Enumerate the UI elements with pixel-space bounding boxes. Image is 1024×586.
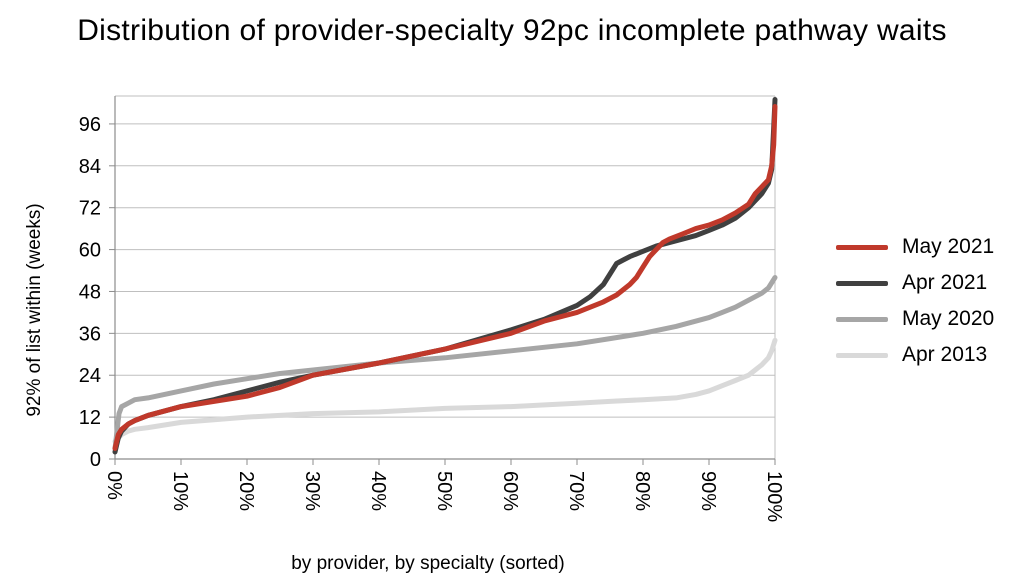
legend-label: May 2020 — [902, 307, 995, 330]
y-tick-label: 96 — [79, 114, 101, 136]
chart-title: Distribution of provider-specialty 92pc … — [77, 14, 947, 47]
x-tick-label: 40% — [367, 471, 389, 511]
x-tick-label: 60% — [499, 471, 521, 511]
gridlines — [115, 95, 776, 459]
x-tick-label: 50% — [433, 471, 455, 511]
x-tick-label: 10% — [169, 471, 191, 511]
x-tick-label: 20% — [235, 471, 257, 511]
legend-item-may-2020: May 2020 — [836, 304, 994, 334]
x-tick-label: 70% — [565, 471, 587, 511]
x-tick-label: 30% — [301, 471, 323, 511]
legend: May 2021 Apr 2021 May 2020 Apr 2013 — [836, 232, 994, 376]
y-tick-label: 60 — [79, 240, 101, 262]
y-tick-label: 84 — [79, 156, 101, 178]
x-tick-label: 0% — [103, 471, 125, 500]
x-tick-label: 90% — [697, 471, 719, 511]
series-line-may-2020 — [112, 275, 778, 451]
legend-label: Apr 2021 — [902, 271, 988, 294]
y-axis-label: 92% of list within (weeks) — [24, 203, 45, 416]
x-tick-label: 80% — [631, 471, 653, 511]
x-tick-label: 100% — [763, 471, 785, 522]
legend-label: Apr 2013 — [902, 343, 988, 366]
series-line-may-2021 — [112, 104, 778, 451]
legend-item-apr-2013: Apr 2013 — [836, 340, 994, 370]
legend-swatch — [836, 352, 888, 358]
y-tick-label: 0 — [90, 449, 101, 471]
x-tick-labels: 0% 10% 20% 30% 40% 50% 60% 70% 80% 90% 100% — [103, 471, 785, 522]
legend-swatch — [836, 280, 888, 286]
legend-swatch — [836, 244, 888, 250]
series-lines — [112, 97, 778, 455]
y-tick-label: 36 — [79, 323, 101, 345]
legend-label: May 2021 — [902, 235, 995, 258]
axes — [109, 96, 776, 465]
legend-item-may-2021: May 2021 — [836, 232, 994, 262]
x-axis-label: by provider, by specialty (sorted) — [291, 553, 565, 574]
y-tick-labels: 0 12 24 36 48 60 72 84 96 — [79, 114, 101, 471]
legend-swatch — [836, 316, 888, 322]
legend-item-apr-2021: Apr 2021 — [836, 268, 994, 298]
y-tick-label: 24 — [79, 365, 101, 387]
y-tick-label: 12 — [79, 407, 101, 429]
series-line-apr-2013 — [112, 337, 778, 444]
y-tick-label: 48 — [79, 281, 101, 303]
y-tick-label: 72 — [79, 198, 101, 220]
